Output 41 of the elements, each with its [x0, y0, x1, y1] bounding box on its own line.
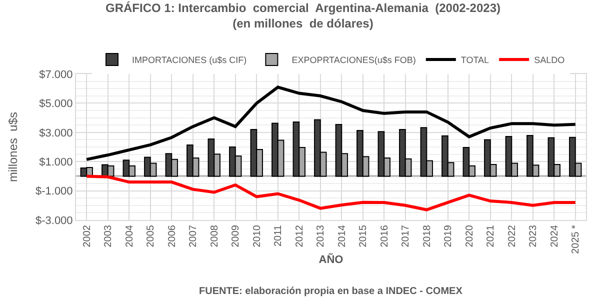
- x-tick-label: 2012: [294, 224, 306, 248]
- x-tick-label: 2016: [379, 224, 390, 248]
- x-tick-label: 2004: [124, 224, 136, 248]
- x-tick-label: 2024: [549, 224, 560, 248]
- x-tick-label: 2018: [422, 224, 433, 248]
- line-series: [85, 174, 577, 212]
- y-tick-label: $-3.000: [35, 214, 73, 227]
- legend-label: IMPORTACIONES (u$s CIF): [132, 55, 247, 66]
- chart-subtitle: (en millones de dólares): [232, 16, 374, 31]
- source-note: FUENTE: elaboración propia en base a INDEC - COMEX: [199, 286, 463, 297]
- y-tick-label: $3.000: [39, 127, 73, 140]
- x-tick-label: 2011: [273, 224, 284, 247]
- y-tick-label: $7.000: [39, 68, 73, 81]
- x-tick-label: 2010: [252, 224, 263, 248]
- x-tick-label: 2022: [506, 224, 518, 248]
- x-tick-label: 2007: [188, 224, 200, 248]
- legend-label: SALDO: [534, 55, 565, 66]
- line-series: [85, 86, 577, 161]
- x-tick-label: 2005: [146, 224, 157, 248]
- y-tick-label: $-1.000: [35, 186, 73, 198]
- y-tick-label: $1.000: [39, 156, 73, 168]
- x-tick-label: 2020: [464, 224, 476, 248]
- x-axis-title: AÑO: [318, 253, 344, 266]
- x-tick-label: 2014: [336, 224, 348, 248]
- x-tick-label: 2023: [528, 224, 540, 248]
- x-tick-label: 2019: [443, 224, 454, 248]
- x-tick-label: 2015: [358, 224, 370, 248]
- legend-label: EXPOPRTACIONES(u$s FOB): [292, 55, 416, 66]
- x-tick-label: 2003: [103, 224, 114, 248]
- y-axis-title: millones u$s: [6, 112, 20, 182]
- x-tick-label: 2025 *: [570, 224, 582, 254]
- y-tick-label: $5.000: [39, 98, 73, 110]
- x-tick-label: 2021: [486, 224, 497, 248]
- x-tick-label: 2008: [209, 224, 220, 248]
- x-tick-label: 2002: [82, 224, 93, 248]
- x-tick-label: 2009: [230, 224, 242, 248]
- x-tick-label: 2006: [166, 224, 178, 248]
- chart-title: GRÁFICO 1: Intercambio comercial Argentina-Alemania (2002-2023): [105, 1, 501, 16]
- x-tick-label: 2013: [316, 224, 327, 248]
- legend-label: TOTAL: [460, 55, 490, 66]
- x-tick-label: 2017: [400, 224, 412, 248]
